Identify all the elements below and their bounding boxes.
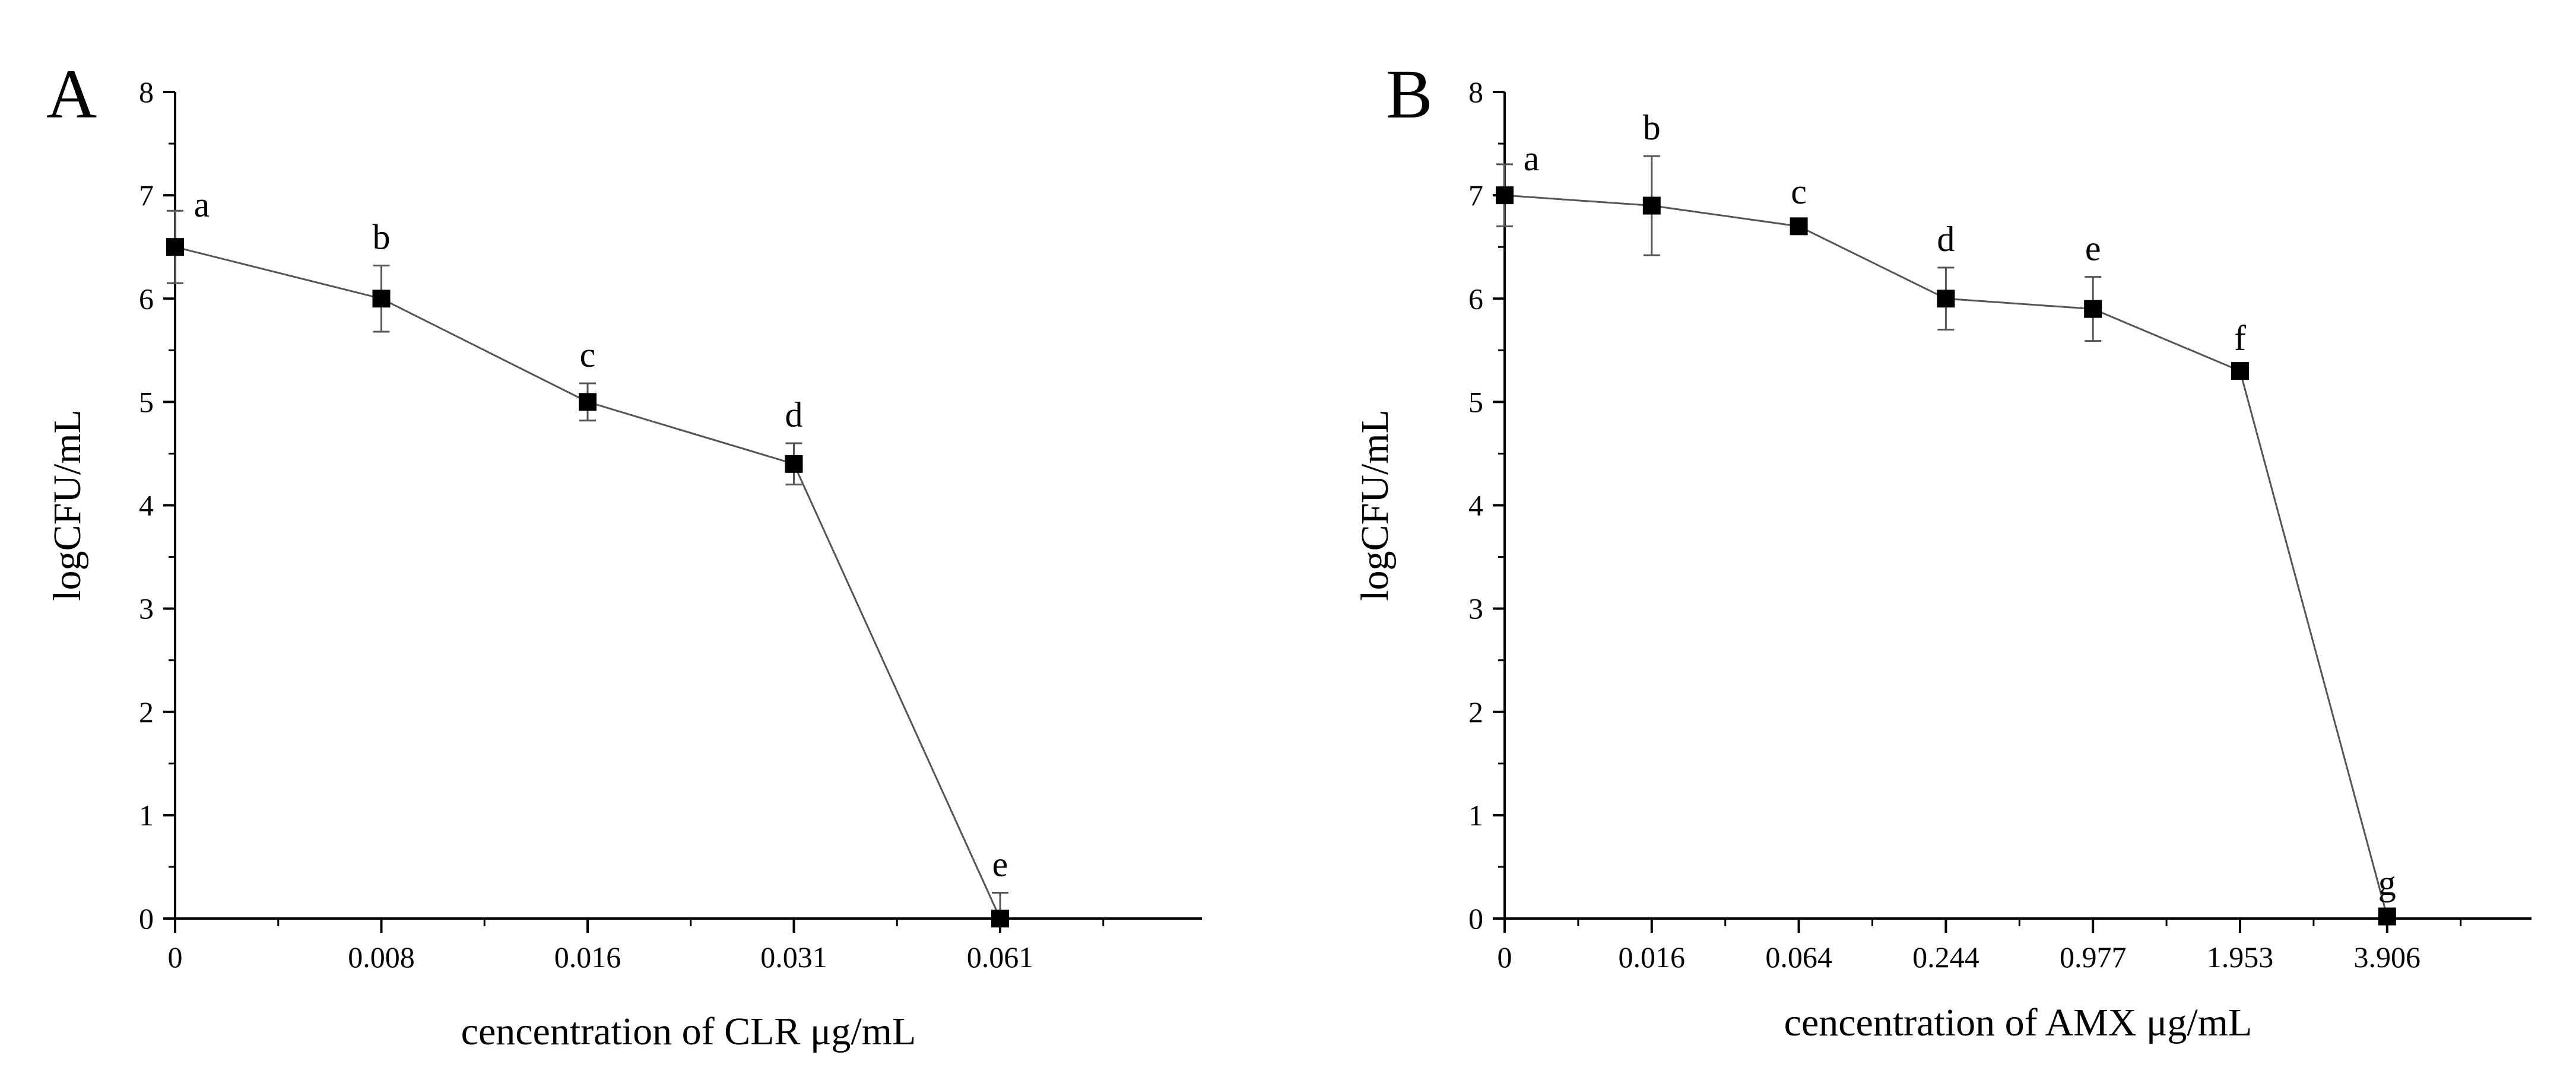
data-point <box>372 290 391 308</box>
significance-label: a <box>194 185 210 224</box>
significance-label: c <box>580 335 596 374</box>
y-tick-label: 7 <box>139 179 154 212</box>
panel-label: A <box>46 55 97 133</box>
data-point <box>785 455 803 473</box>
x-tick-label: 0.031 <box>760 940 827 974</box>
x-tick-label: 0.061 <box>967 940 1034 974</box>
data-point <box>1496 186 1514 205</box>
y-tick-label: 2 <box>139 695 154 729</box>
y-tick-label: 0 <box>1468 902 1483 935</box>
chart-panel-a: 0 1 2 3 4 5 6 7 8 0 0.008 0.016 0.031 0.061 a b c d e cence… <box>46 55 1202 1053</box>
significance-label: e <box>992 844 1008 884</box>
y-tick-label: 5 <box>139 385 154 418</box>
significance-label: d <box>1937 220 1955 259</box>
x-axis-title: cencentration of CLR μg/mL <box>461 1010 916 1053</box>
y-axis-title: logCFU/mL <box>1353 409 1397 601</box>
y-tick-label: 6 <box>1468 282 1483 315</box>
data-point <box>1642 196 1661 215</box>
x-tick-label: 0.064 <box>1765 940 1832 974</box>
y-tick-label: 0 <box>139 902 154 935</box>
y-axis-title: logCFU/mL <box>46 409 89 601</box>
x-tick-label: 0.977 <box>2060 940 2127 974</box>
panel-label: B <box>1386 55 1433 133</box>
y-tick-label: 5 <box>1468 385 1483 418</box>
x-tick-label: 0.008 <box>348 940 415 974</box>
x-axis-title: cencentration of AMX μg/mL <box>1784 1001 2253 1044</box>
y-tick-label: 3 <box>1468 592 1483 625</box>
y-tick-label: 1 <box>1468 799 1483 832</box>
x-tick-label: 0 <box>168 940 183 974</box>
x-tick-label: 0.016 <box>554 940 621 974</box>
y-tick-label: 4 <box>1468 489 1483 522</box>
y-tick-label: 4 <box>139 489 154 522</box>
significance-label: b <box>1643 108 1661 147</box>
data-point <box>2231 362 2249 380</box>
x-tick-label: 0.244 <box>1912 940 1979 974</box>
significance-label: b <box>373 218 391 257</box>
data-point <box>166 238 184 256</box>
y-tick-label: 1 <box>139 799 154 832</box>
x-tick-label: 3.906 <box>2354 940 2421 974</box>
chart-panel-b: 0 1 2 3 4 5 6 7 8 0 0.016 0.064 0.244 0.977 1.953 3.906… <box>1353 55 2531 1044</box>
y-tick-label: 3 <box>139 592 154 625</box>
significance-label: c <box>1791 172 1807 211</box>
y-tick-label: 2 <box>1468 695 1483 729</box>
data-point <box>1937 290 1955 308</box>
data-point <box>2084 300 2102 318</box>
y-tick-label: 8 <box>1468 75 1483 109</box>
data-point <box>991 910 1009 927</box>
data-point <box>579 393 597 411</box>
x-tick-label: 1.953 <box>2207 940 2274 974</box>
y-tick-label: 8 <box>139 75 154 109</box>
significance-label: f <box>2234 319 2246 358</box>
y-tick-label: 7 <box>1468 179 1483 212</box>
significance-label: g <box>2378 863 2396 903</box>
data-point <box>2378 907 2396 926</box>
significance-label: d <box>785 395 803 434</box>
x-tick-label: 0 <box>1498 940 1512 974</box>
x-tick-label: 0.016 <box>1619 940 1686 974</box>
significance-label: e <box>2085 229 2101 268</box>
y-tick-label: 6 <box>139 282 154 315</box>
data-point <box>1790 217 1808 236</box>
significance-label: a <box>1524 139 1540 178</box>
